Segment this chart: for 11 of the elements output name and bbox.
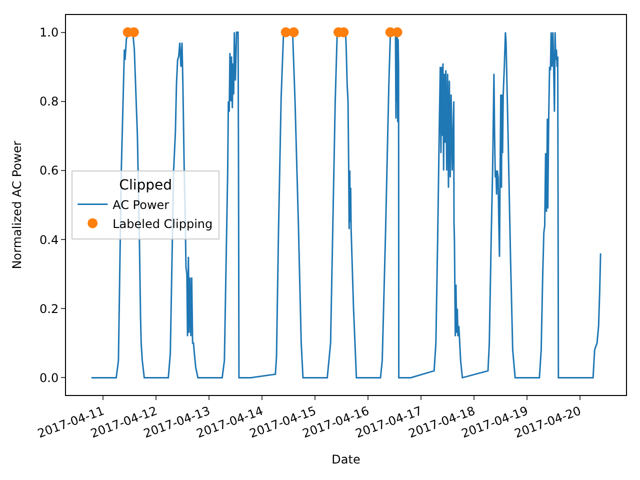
- y-tick-label: 0.8: [40, 94, 59, 109]
- y-tick-label: 0.0: [40, 370, 59, 385]
- x-axis-title: Date: [332, 452, 360, 467]
- y-axis-title: Normalized AC Power: [10, 140, 24, 270]
- y-tick-label: 0.4: [40, 232, 59, 247]
- legend-title: Clipped: [119, 178, 172, 194]
- y-tick-label: 0.6: [40, 164, 59, 178]
- legend-label: AC Power: [112, 198, 170, 212]
- y-tick-label: 0.2: [40, 302, 59, 316]
- legend-label: Labeled Clipping: [112, 216, 213, 231]
- y-tick-label: 1.0: [40, 25, 59, 40]
